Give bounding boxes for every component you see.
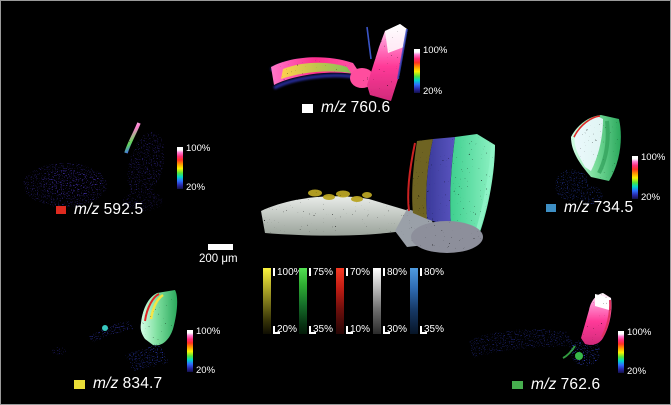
colorbar-max-label: 100% [641, 152, 666, 163]
bright-streak [124, 122, 141, 154]
colorbar-max-label: 80% [387, 267, 408, 278]
colorbar-max-label: 75% [313, 267, 334, 278]
mz-prefix: m/z [74, 201, 100, 218]
mz-label-734-5: m/z 734.5 [546, 199, 633, 217]
scale-bar-label: 200 μm [199, 253, 238, 265]
color-swatch-yellow [74, 379, 85, 389]
mz-value: 834.7 [122, 375, 163, 392]
bottom-bracket [383, 326, 390, 334]
colorbar-min-label: 10% [350, 324, 371, 335]
blue-region-762 [469, 329, 600, 366]
colorbar-gradient [263, 268, 271, 334]
mz-label-760-6: m/z 760.6 [302, 99, 390, 117]
blue-region-834 [52, 321, 169, 371]
mz-prefix: m/z [531, 376, 557, 393]
ion-image-762-6 [469, 293, 612, 366]
colorbar-gradient [618, 331, 624, 373]
mz-label-834-7: m/z 834.7 [74, 375, 162, 393]
scale-bar [208, 244, 233, 250]
colorbar-min-label: 20% [196, 364, 216, 376]
tissue-760 [271, 24, 408, 101]
mz-prefix: m/z [321, 99, 347, 116]
color-swatch-white [302, 103, 313, 113]
overlay-colorbar-green: 75% 35% [299, 268, 361, 338]
tissue-592 [23, 131, 165, 211]
colorbar-gradient [177, 147, 183, 189]
overlay-colorbar-yellow: 100% 20% [263, 268, 325, 338]
mz-value: 760.6 [350, 99, 391, 116]
composite-overlay-image [261, 134, 495, 253]
composite-tissue [261, 134, 495, 253]
colorbar-max-label: 80% [424, 267, 445, 278]
colorbar-gradient [336, 268, 344, 334]
colorbar-min-label: 30% [387, 324, 408, 335]
mz-prefix: m/z [93, 375, 119, 392]
colorbar-gradient [414, 49, 420, 93]
tissue-762 [562, 293, 612, 360]
bottom-bracket [346, 326, 353, 334]
olive-layer [412, 139, 433, 219]
ion-image-592-5 [23, 122, 165, 211]
overlay-colorbar-blue: 80% 35% [410, 268, 472, 338]
blue-region-734 [555, 169, 603, 204]
mz-value: 592.5 [103, 201, 144, 218]
colorbar-max-label: 70% [350, 267, 371, 278]
colorbar-min-label: 35% [424, 324, 445, 335]
mz-prefix: m/z [564, 199, 590, 216]
blue-layer [426, 137, 455, 227]
color-swatch-green [512, 381, 523, 389]
colorbar-gradient [299, 268, 307, 334]
colorbar-gradient [410, 268, 418, 334]
colorbar-gradient [373, 268, 381, 334]
top-tick [383, 268, 385, 276]
red-layer [407, 142, 416, 212]
colorbar-min-label: 20% [627, 365, 647, 377]
colorbar-max-label: 100% [186, 143, 211, 154]
overlay-colorbar-white: 80% 30% [373, 268, 435, 338]
yellow-patches [308, 189, 372, 202]
top-tick [273, 268, 275, 276]
overlay-colorbar-red: 70% 10% [336, 268, 398, 338]
colorbar-min-label: 20% [641, 191, 661, 203]
colorbar-max-label: 100% [627, 327, 652, 338]
mz-value: 762.6 [560, 376, 601, 393]
color-swatch-blue [546, 204, 556, 212]
top-tick [309, 268, 311, 276]
colorbar-min-label: 20% [277, 324, 298, 335]
tissue-834 [140, 290, 178, 346]
color-swatch-red [56, 206, 66, 214]
top-tick [420, 268, 422, 276]
colorbar-max-label: 100% [196, 326, 221, 337]
colorbar-max-label: 100% [423, 45, 448, 56]
ion-image-834-7 [52, 290, 178, 371]
colorbar-min-label: 20% [423, 85, 443, 97]
mz-value: 734.5 [593, 199, 634, 216]
colorbar-min-label: 35% [313, 324, 334, 335]
teal-spot [102, 325, 108, 331]
top-tick [346, 268, 348, 276]
mz-label-592-5: m/z 592.5 [56, 201, 143, 219]
mz-label-762-6: m/z 762.6 [512, 376, 600, 394]
colorbar-gradient [632, 156, 638, 199]
bottom-bracket [309, 326, 316, 334]
colorbar-min-label: 20% [186, 181, 206, 193]
colorbar-max-label: 100% [277, 267, 303, 278]
ion-image-734-5 [555, 115, 621, 204]
tissue-734 [571, 115, 621, 181]
bottom-bracket [273, 326, 280, 334]
ion-image-760-6 [270, 24, 408, 101]
bottom-bracket [420, 326, 427, 334]
colorbar-gradient [187, 330, 193, 372]
